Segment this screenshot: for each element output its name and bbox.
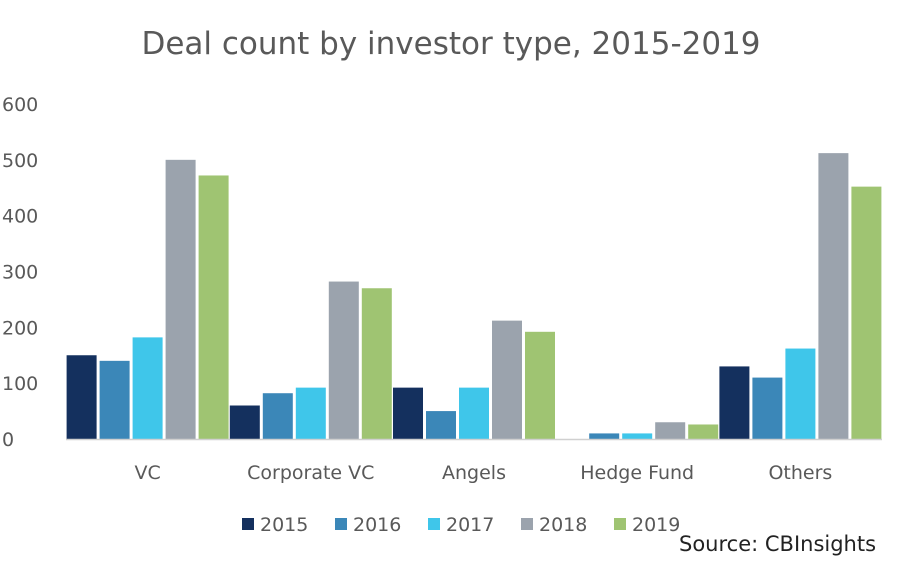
bar-2017-angels bbox=[459, 387, 489, 439]
bar-2015-vc bbox=[66, 355, 97, 439]
bar-2017-hedge-fund bbox=[622, 433, 653, 439]
bar-2018-others bbox=[818, 153, 849, 439]
y-tick-label: 400 bbox=[2, 206, 38, 228]
bar-2018-angels bbox=[492, 320, 522, 439]
category-label: Others bbox=[768, 462, 832, 484]
source-note: Source: CBInsights bbox=[679, 532, 877, 556]
bar-2016-vc bbox=[99, 360, 130, 439]
category-label: Corporate VC bbox=[247, 462, 374, 484]
bar-2016-others bbox=[752, 377, 783, 439]
y-tick-label: 600 bbox=[2, 94, 38, 116]
bar-2016-angels bbox=[426, 411, 456, 439]
bar-2017-corporate-vc bbox=[295, 387, 326, 439]
bars bbox=[66, 153, 882, 440]
legend-swatch-2018 bbox=[521, 518, 533, 530]
legend-label-2018: 2018 bbox=[539, 514, 587, 536]
category-label: Hedge Fund bbox=[580, 462, 694, 484]
bar-2018-hedge-fund bbox=[655, 422, 686, 439]
legend-label-2015: 2015 bbox=[260, 514, 308, 536]
y-axis-ticks: 0 100 200 300 400 500 600 bbox=[2, 94, 38, 451]
legend-label-2019: 2019 bbox=[632, 514, 680, 536]
bar-2016-corporate-vc bbox=[262, 393, 293, 439]
y-tick-label: 200 bbox=[2, 317, 38, 339]
bar-2015-corporate-vc bbox=[229, 405, 260, 439]
legend-label-2016: 2016 bbox=[353, 514, 401, 536]
bar-2018-corporate-vc bbox=[328, 281, 359, 439]
bar-2015-angels bbox=[393, 387, 423, 439]
chart-title: Deal count by investor type, 2015-2019 bbox=[141, 26, 761, 62]
y-tick-label: 100 bbox=[2, 373, 38, 395]
bar-2019-others bbox=[851, 186, 882, 439]
y-tick-label: 0 bbox=[2, 429, 14, 451]
bar-2019-hedge-fund bbox=[688, 424, 719, 439]
bar-2019-angels bbox=[525, 331, 555, 439]
legend-swatch-2016 bbox=[335, 518, 347, 530]
legend-swatch-2015 bbox=[242, 518, 254, 530]
bar-2019-vc bbox=[198, 175, 229, 439]
category-labels: VC Corporate VC Angels Hedge Fund Others bbox=[134, 462, 832, 484]
legend-label-2017: 2017 bbox=[446, 514, 494, 536]
legend: 2015 2016 2017 2018 2019 bbox=[242, 514, 680, 536]
legend-swatch-2017 bbox=[428, 518, 440, 530]
bar-2018-vc bbox=[165, 159, 196, 440]
legend-swatch-2019 bbox=[614, 518, 626, 530]
y-tick-label: 500 bbox=[2, 150, 38, 172]
bar-2015-others bbox=[719, 366, 750, 439]
category-label: VC bbox=[134, 462, 160, 484]
bar-2019-corporate-vc bbox=[361, 288, 392, 439]
bar-2016-hedge-fund bbox=[589, 433, 620, 439]
bar-2017-vc bbox=[132, 337, 163, 439]
y-tick-label: 300 bbox=[2, 262, 38, 284]
category-label: Angels bbox=[442, 462, 506, 484]
bar-2017-others bbox=[785, 348, 816, 439]
